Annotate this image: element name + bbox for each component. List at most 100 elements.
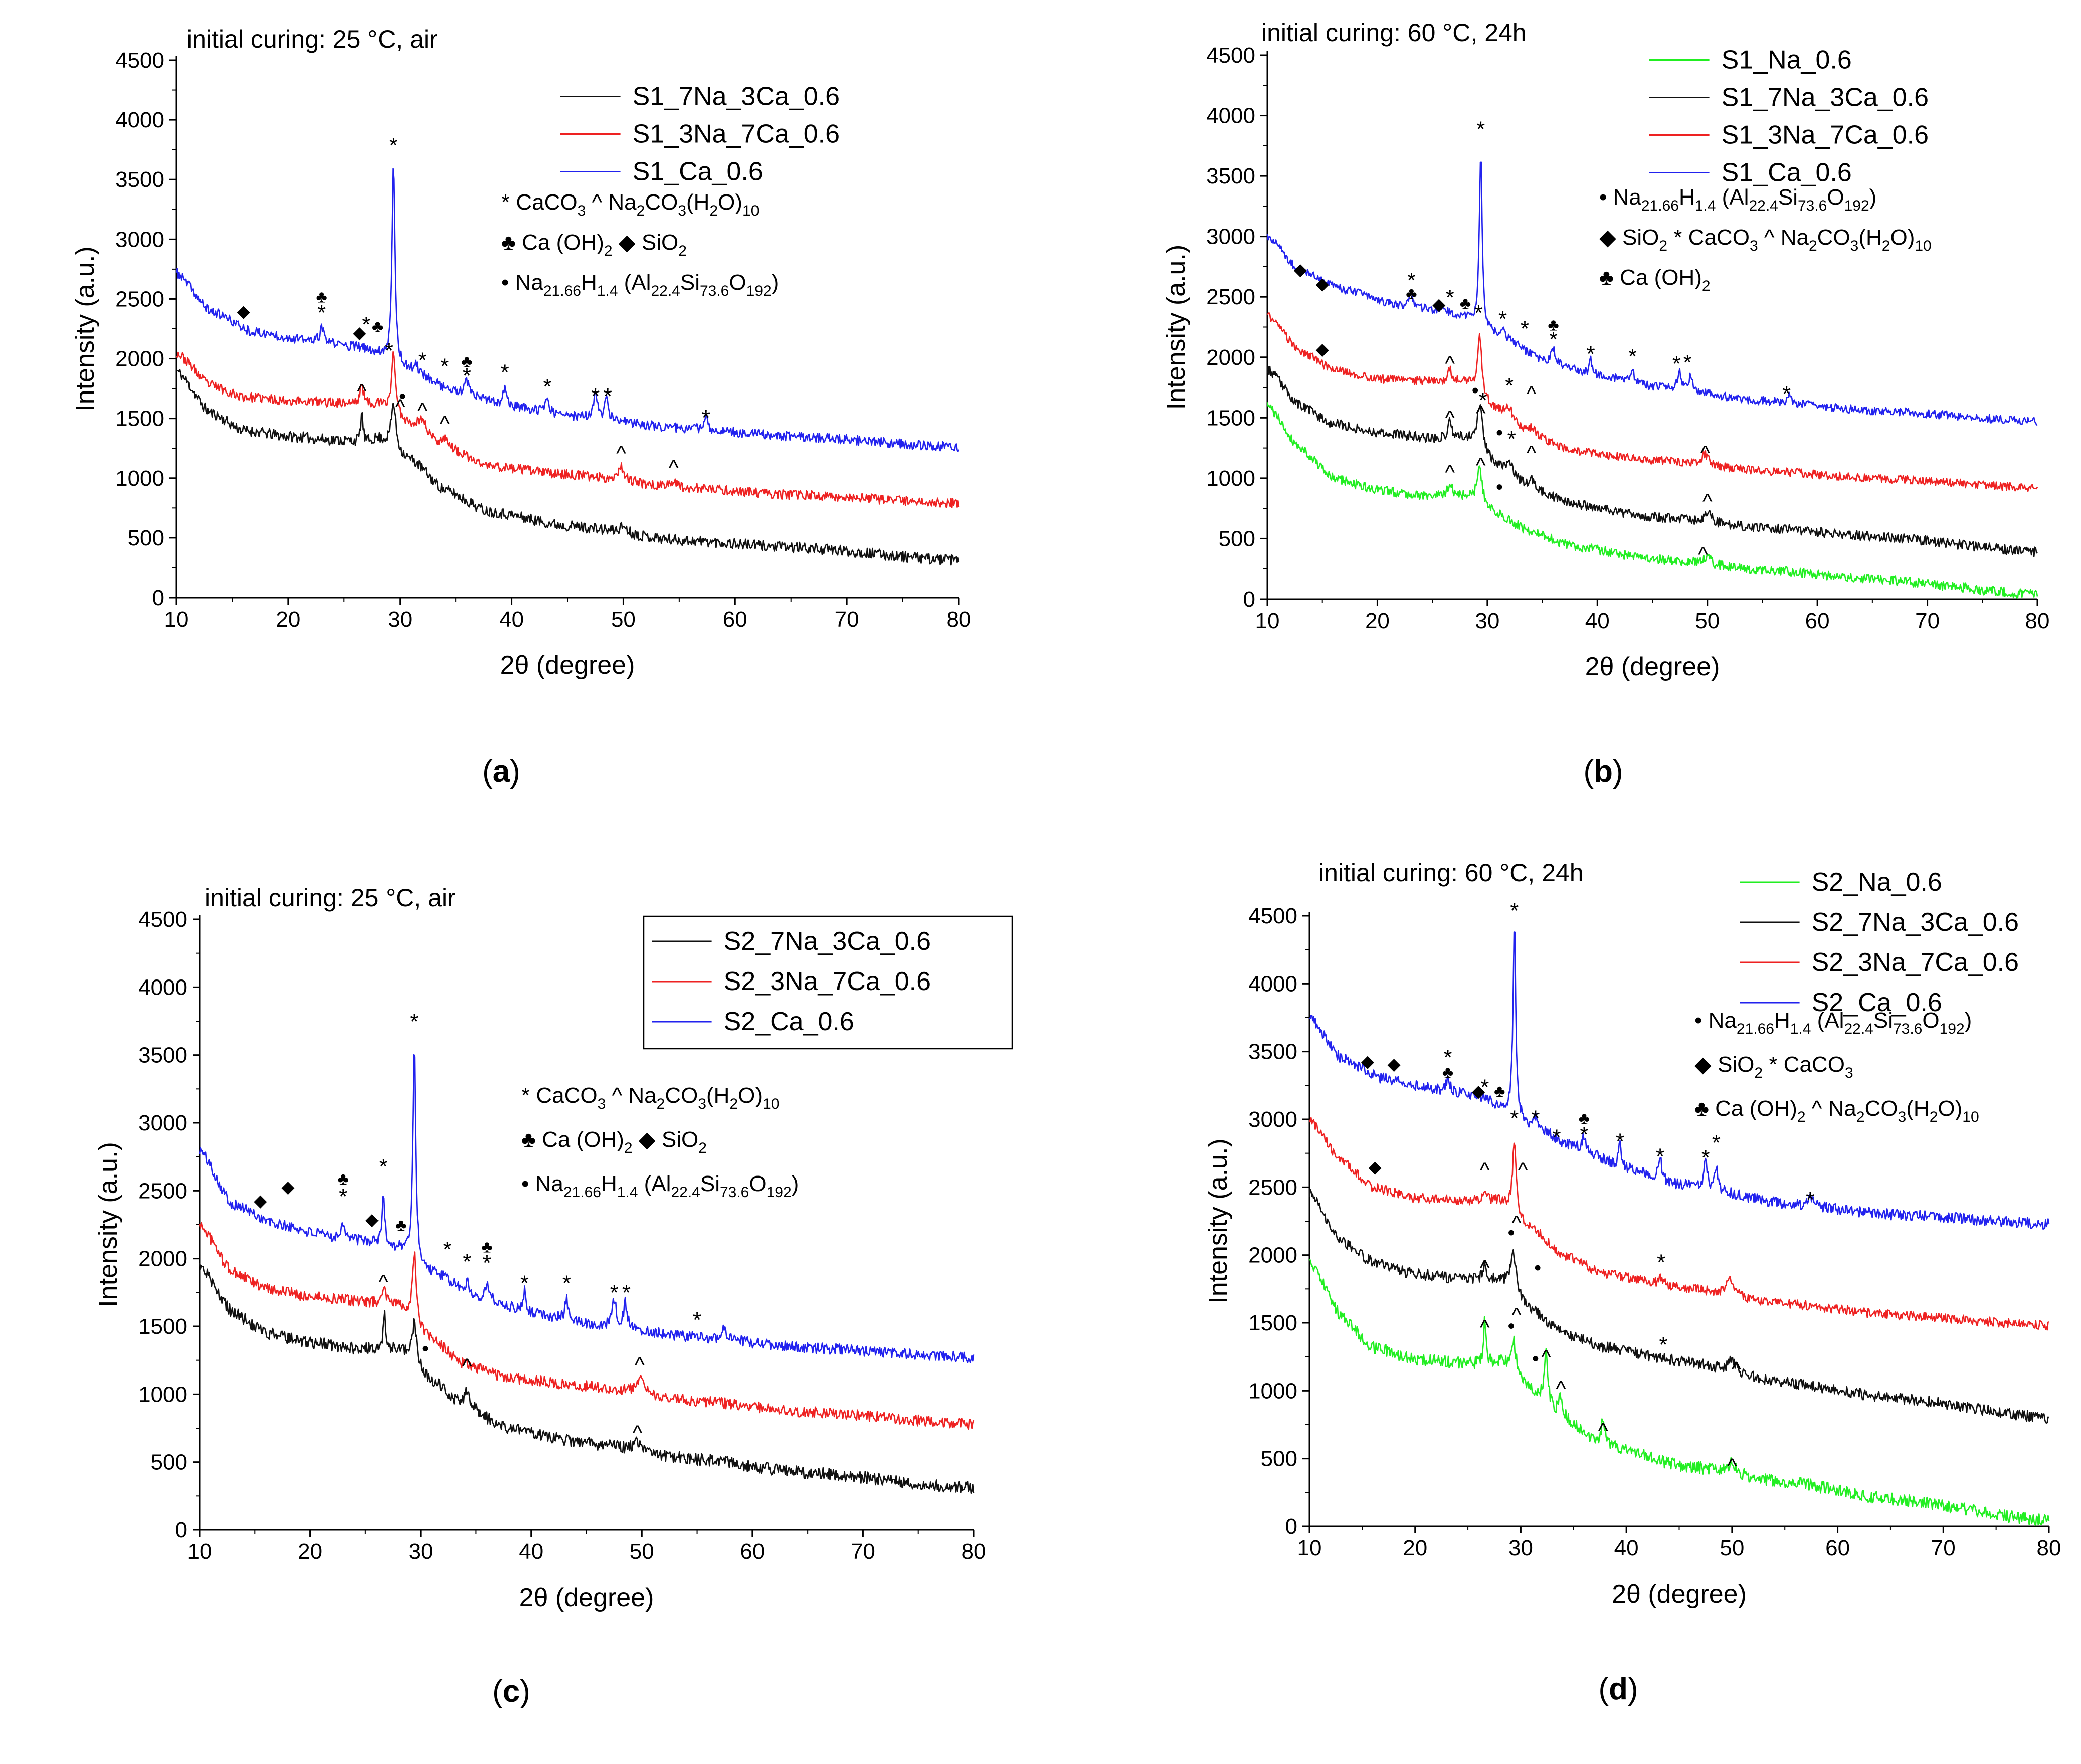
peak-marker: * [1701, 1145, 1710, 1170]
series-line-S1_3Na_7Ca_0.6 [176, 351, 960, 508]
x-tick-label: 50 [1720, 1536, 1744, 1560]
legend-label: S1_Ca_0.6 [633, 157, 763, 186]
x-tick-label: 50 [630, 1539, 654, 1564]
y-tick-label: 500 [128, 526, 164, 550]
y-tick-label: 3500 [138, 1043, 187, 1068]
peak-marker: * [591, 384, 600, 409]
peak-marker: ♣ [316, 288, 327, 307]
peak-marker: ^ [1445, 351, 1455, 375]
peak-marker: * [1474, 301, 1483, 325]
peak-marker: * [1476, 117, 1485, 142]
x-tick-label: 80 [962, 1539, 986, 1564]
peak-marker: ^ [1556, 1377, 1566, 1400]
x-tick-label: 10 [187, 1539, 212, 1564]
series-line-S2_7Na_3Ca_0.6 [1308, 1189, 2049, 1424]
y-tick-label: 4000 [115, 108, 164, 132]
peak-marker: * [1657, 1250, 1665, 1274]
peak-marker: * [385, 338, 393, 363]
series-line-S1_Ca_0.6 [175, 168, 960, 452]
peak-marker: • [1472, 379, 1479, 402]
x-tick-label: 60 [723, 607, 747, 632]
y-axis-label: Intensity (a.u.) [1162, 245, 1191, 410]
x-tick-label: 80 [2025, 609, 2050, 633]
x-tick-label: 60 [740, 1539, 765, 1564]
peak-marker: * [1782, 382, 1791, 407]
peak-marker: ^ [417, 398, 427, 422]
peak-marker: * [389, 133, 398, 158]
peak-marker: * [501, 360, 509, 384]
series-line-S1_Ca_0.6 [1266, 161, 2038, 426]
phase-key-line: ♣ Ca (OH)2​ [1599, 265, 1711, 294]
panel-caption: (d) [1598, 1672, 1638, 1706]
x-axis-label: 2θ (degree) [519, 1583, 654, 1612]
peak-marker: * [1672, 351, 1681, 376]
y-tick-label: 0 [1285, 1514, 1297, 1539]
series-line-S2_Ca_0.6 [199, 1054, 975, 1363]
peak-marker: * [1616, 1129, 1624, 1154]
x-tick-label: 40 [499, 607, 524, 632]
y-tick-label: 500 [1261, 1447, 1297, 1471]
peak-marker: * [463, 1249, 471, 1274]
series-line-S2_Ca_0.6 [1309, 931, 2050, 1230]
y-tick-label: 3500 [1206, 164, 1255, 188]
legend-label: S1_3Na_7Ca_0.6 [633, 120, 840, 149]
x-tick-label: 20 [1403, 1536, 1427, 1560]
peak-marker: ♣ [1442, 1063, 1453, 1082]
phase-key-line: ♣ Ca (OH)2​ ◆ SiO2​ [501, 230, 687, 259]
peak-marker: ^ [1518, 1158, 1528, 1182]
peak-marker: ◆ [1316, 340, 1330, 359]
y-tick-label: 500 [1219, 526, 1255, 551]
peak-marker: ♣ [338, 1169, 349, 1189]
peak-marker: * [317, 300, 326, 325]
x-tick-label: 40 [1614, 1536, 1639, 1560]
legend-label: S2_7Na_3Ca_0.6 [724, 927, 931, 956]
peak-marker: * [463, 364, 471, 388]
y-tick-label: 1500 [138, 1314, 187, 1339]
peak-marker: ◆ [1432, 295, 1446, 314]
panel-a: 10 20 30 40 50 60 70 80 0 500 1000 1500 2000 2500 3000… [71, 25, 971, 789]
legend: S2_7Na_3Ca_0.6 S2_3Na_7Ca_0.6 S2_Ca_0.6 [643, 915, 1013, 1050]
peak-marker: * [410, 1009, 418, 1034]
x-tick-label: 80 [947, 607, 971, 632]
x-tick-label: 40 [1585, 609, 1610, 633]
peak-marker: ^ [395, 395, 405, 418]
legend-label: S2_3Na_7Ca_0.6 [724, 967, 931, 996]
peak-marker: ^ [1698, 542, 1708, 566]
peak-marker: * [1510, 898, 1519, 923]
y-tick-label: 2500 [1248, 1175, 1297, 1200]
peak-marker: ◆ [281, 1178, 295, 1197]
y-tick-label: 3500 [1248, 1040, 1297, 1064]
peak-marker: ^ [1480, 1315, 1490, 1339]
peak-marker: ^ [357, 379, 367, 403]
panel-caption: (c) [492, 1674, 530, 1709]
peak-marker: * [1580, 1122, 1588, 1147]
peak-marker: * [1531, 1106, 1540, 1131]
peak-marker: * [610, 1281, 619, 1305]
peak-marker: * [1628, 344, 1637, 369]
x-tick-label: 10 [1297, 1536, 1322, 1560]
y-tick-label: 4500 [138, 907, 187, 932]
peak-marker: ^ [1731, 1357, 1741, 1381]
peak-marker: * [1407, 268, 1416, 293]
peak-marker: • [1534, 1257, 1541, 1279]
legend-label: S1_7Na_3Ca_0.6 [633, 82, 840, 111]
legend-label: S2_Ca_0.6 [1812, 988, 1942, 1017]
x-tick-label: 20 [298, 1539, 322, 1564]
peak-marker: * [440, 354, 449, 378]
x-tick-label: 10 [164, 607, 189, 632]
peak-marker: ◆ [365, 1210, 379, 1229]
y-tick-label: 2000 [1248, 1243, 1297, 1268]
peak-marker: * [1549, 327, 1558, 352]
peak-marker: * [1553, 1125, 1561, 1149]
peak-marker: ^ [616, 441, 626, 465]
y-tick-label: 0 [152, 585, 164, 610]
peak-marker: * [1479, 388, 1487, 413]
y-tick-label: 2000 [138, 1247, 187, 1271]
x-tick-label: 10 [1255, 609, 1280, 633]
y-tick-label: 3000 [138, 1111, 187, 1135]
peak-marker: ◆ [1316, 275, 1330, 294]
legend-label: S2_3Na_7Ca_0.6 [1812, 948, 2019, 977]
series-line-S1_Na_0.6 [1266, 402, 2038, 599]
phase-key-line: • Na21.66​H1.4​ (Al22.4​Si73.6​O192​) [501, 270, 779, 299]
